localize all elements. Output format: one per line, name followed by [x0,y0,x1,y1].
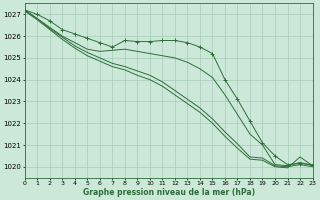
X-axis label: Graphe pression niveau de la mer (hPa): Graphe pression niveau de la mer (hPa) [83,188,255,197]
